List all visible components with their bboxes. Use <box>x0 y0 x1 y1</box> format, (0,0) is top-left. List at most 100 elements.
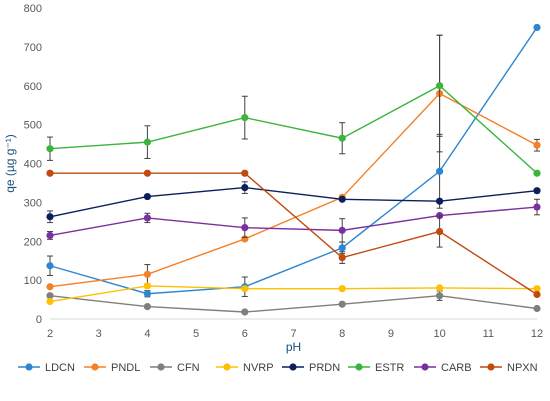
data-point <box>143 138 151 146</box>
data-point <box>46 297 54 306</box>
data-point <box>143 290 151 298</box>
data-point <box>533 169 541 177</box>
data-point <box>241 169 249 177</box>
data-point <box>241 114 249 122</box>
x-tick-label: 11 <box>483 328 494 340</box>
y-axis-title: qe (µg g⁻¹) <box>3 134 17 193</box>
y-axis-ticks: 0 100 200 300 400 500 600 700 800 <box>24 3 42 326</box>
x-axis-title: pH <box>286 340 301 354</box>
legend-item-prdn: PRDN <box>282 362 340 374</box>
data-point <box>436 82 444 90</box>
legend-item-nvrp: NVRP <box>216 362 274 374</box>
data-point <box>436 167 444 175</box>
legend-item-estr: ESTR <box>348 362 404 374</box>
data-point <box>338 244 346 252</box>
data-point <box>338 285 346 293</box>
data-point <box>436 284 444 292</box>
series-nvrp <box>46 282 541 306</box>
legend-label: CFN <box>177 362 200 374</box>
data-point <box>533 203 541 211</box>
series-line <box>49 285 538 303</box>
series-line <box>49 92 538 288</box>
legend-marker <box>91 363 99 371</box>
data-point <box>338 253 346 262</box>
data-point <box>143 169 151 177</box>
data-point <box>241 308 249 316</box>
data-point <box>241 285 249 293</box>
data-point <box>436 292 444 300</box>
series-layer <box>46 23 541 316</box>
data-point <box>241 224 249 232</box>
y-tick-label: 800 <box>24 3 42 15</box>
data-point <box>436 197 444 205</box>
legend-marker <box>421 363 429 371</box>
legend-marker <box>223 363 231 371</box>
data-point <box>46 145 54 153</box>
y-tick-label: 700 <box>24 42 42 54</box>
data-point <box>241 184 249 192</box>
x-tick-label: 4 <box>144 328 150 340</box>
legend-item-carb: CARB <box>414 362 472 374</box>
data-point <box>436 227 444 236</box>
legend-label: PRDN <box>309 362 340 374</box>
legend-label: NPXN <box>507 362 538 374</box>
data-point <box>46 292 54 300</box>
legend-marker <box>487 363 495 371</box>
legend-marker <box>289 363 297 371</box>
data-point <box>338 195 346 203</box>
legend-label: CARB <box>441 362 472 374</box>
series-line <box>49 84 538 174</box>
data-point <box>46 283 54 291</box>
legend-marker <box>355 363 363 371</box>
x-tick-label: 2 <box>47 328 53 340</box>
x-tick-label: 6 <box>242 328 248 340</box>
legend-item-npxn: NPXN <box>480 362 538 374</box>
series-line <box>49 206 538 237</box>
series-npxn <box>46 169 541 299</box>
x-tick-label: 7 <box>290 328 296 340</box>
y-tick-label: 0 <box>36 314 42 326</box>
series-pndl <box>46 34 541 291</box>
x-tick-label: 8 <box>339 328 345 340</box>
y-tick-label: 200 <box>24 236 42 248</box>
x-tick-label: 9 <box>388 328 394 340</box>
x-axis-ticks: 2 3 4 5 6 7 8 9 10 11 12 <box>47 328 543 340</box>
x-tick-label: 10 <box>433 328 445 340</box>
y-tick-label: 100 <box>24 275 42 287</box>
y-tick-label: 300 <box>24 197 42 209</box>
series-estr <box>46 34 541 177</box>
data-point <box>46 169 54 177</box>
y-tick-label: 400 <box>24 159 42 171</box>
data-point <box>533 23 541 32</box>
legend-item-cfn: CFN <box>150 362 200 374</box>
data-point <box>46 213 54 221</box>
data-point <box>533 290 541 299</box>
data-point <box>338 134 346 142</box>
x-tick-label: 5 <box>193 328 199 340</box>
legend-item-pndl: PNDL <box>84 362 140 374</box>
data-point <box>143 282 151 290</box>
data-point <box>338 226 346 234</box>
data-point <box>533 285 541 293</box>
series-carb <box>46 198 541 243</box>
series-line <box>49 294 538 313</box>
data-point <box>533 141 541 149</box>
legend: LDCN PNDL CFN NVRP PRDN ESTR CARB NPXN <box>18 362 538 374</box>
data-point <box>46 231 54 240</box>
series-line <box>50 172 538 296</box>
series-line <box>49 186 538 218</box>
legend-marker <box>157 363 165 371</box>
data-point <box>143 270 151 278</box>
legend-label: LDCN <box>45 362 75 374</box>
data-point <box>143 192 151 201</box>
series-cfn <box>46 290 541 316</box>
series-ldcn <box>46 23 541 298</box>
y-tick-label: 600 <box>24 81 42 93</box>
legend-label: ESTR <box>375 362 404 374</box>
series-prdn <box>46 181 541 224</box>
data-point <box>338 300 346 308</box>
legend-label: NVRP <box>243 362 274 374</box>
legend-label: PNDL <box>111 362 140 374</box>
series-line <box>49 27 538 295</box>
